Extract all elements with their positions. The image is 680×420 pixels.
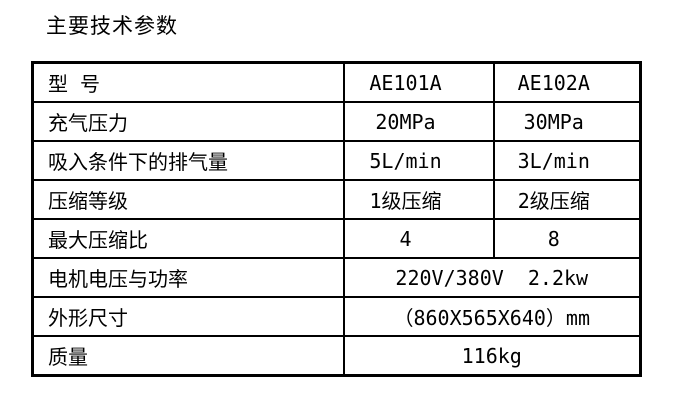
spec-table: 型 号 AE101A AE102A 充气压力 20MPa 30MPa 吸入条件下… <box>31 61 642 377</box>
row-label: 充气压力 <box>31 101 345 142</box>
row-value: 20MPa <box>342 101 495 142</box>
row-value: 8 <box>492 218 642 259</box>
table-row-max-compression-ratio: 最大压缩比 4 8 <box>31 218 642 259</box>
row-value: 2级压缩 <box>492 179 642 220</box>
table-row-mass: 质量 116kg <box>31 335 642 377</box>
row-value: 30MPa <box>492 101 642 142</box>
table-row-motor-voltage-power: 电机电压与功率 220V/380V 2.2kw <box>31 257 642 298</box>
table-row-dimensions: 外形尺寸 （860X565X640）mm <box>31 296 642 337</box>
row-value: AE102A <box>492 61 642 103</box>
row-label: 质量 <box>31 335 345 377</box>
row-value: AE101A <box>342 61 495 103</box>
row-value: 3L/min <box>492 140 642 181</box>
page-title: 主要技术参数 <box>46 14 178 38</box>
row-label: 吸入条件下的排气量 <box>31 140 345 181</box>
row-label: 电机电压与功率 <box>31 257 345 298</box>
row-value-merged: 220V/380V 2.2kw <box>342 257 642 298</box>
table-row-charging-pressure: 充气压力 20MPa 30MPa <box>31 101 642 142</box>
row-label: 最大压缩比 <box>31 218 345 259</box>
table-row-compression-stage: 压缩等级 1级压缩 2级压缩 <box>31 179 642 220</box>
table-row-model: 型 号 AE101A AE102A <box>31 61 642 103</box>
row-value-merged: 116kg <box>342 335 642 377</box>
row-value: 5L/min <box>342 140 495 181</box>
row-value: 4 <box>342 218 495 259</box>
row-label: 压缩等级 <box>31 179 345 220</box>
row-value: 1级压缩 <box>342 179 495 220</box>
row-value-merged: （860X565X640）mm <box>342 296 642 337</box>
row-label: 外形尺寸 <box>31 296 345 337</box>
table-row-displacement: 吸入条件下的排气量 5L/min 3L/min <box>31 140 642 181</box>
row-label: 型 号 <box>31 61 345 103</box>
